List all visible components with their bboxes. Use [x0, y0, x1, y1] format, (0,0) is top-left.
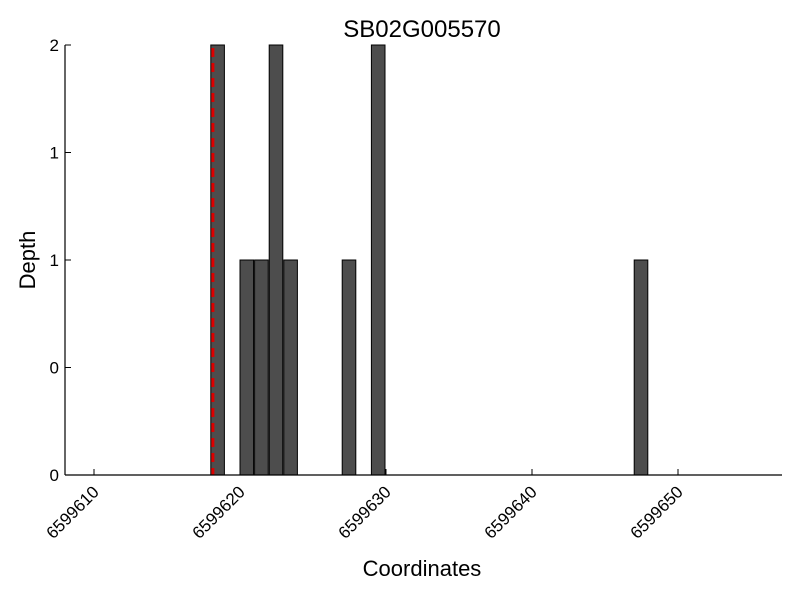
- plot-area: 0 0 1 1 2 6599610 6599620 6599630 6599640 6599650: [43, 36, 782, 543]
- y-tick-label: 0: [50, 359, 59, 378]
- x-tick-label: 6599650: [627, 482, 687, 542]
- y-tick-label: 0: [50, 466, 59, 485]
- chart-title: SB02G005570: [343, 16, 500, 43]
- y-axis-label: Depth: [15, 231, 40, 290]
- x-tick-label: 6599610: [43, 482, 103, 542]
- x-tick-label: 6599640: [481, 482, 541, 542]
- y-tick-label: 1: [50, 144, 59, 163]
- bar: [254, 259, 269, 476]
- bar: [268, 44, 284, 476]
- bar: [341, 259, 357, 476]
- bar: [633, 259, 649, 476]
- x-axis-label: Coordinates: [363, 556, 482, 581]
- x-tick-label: 6599630: [335, 482, 395, 542]
- y-tick-label: 2: [50, 36, 59, 55]
- y-tick-label: 1: [50, 251, 59, 270]
- x-tick-label: 6599620: [189, 482, 249, 542]
- bar: [239, 259, 255, 476]
- bar: [370, 44, 386, 476]
- bar: [283, 259, 298, 476]
